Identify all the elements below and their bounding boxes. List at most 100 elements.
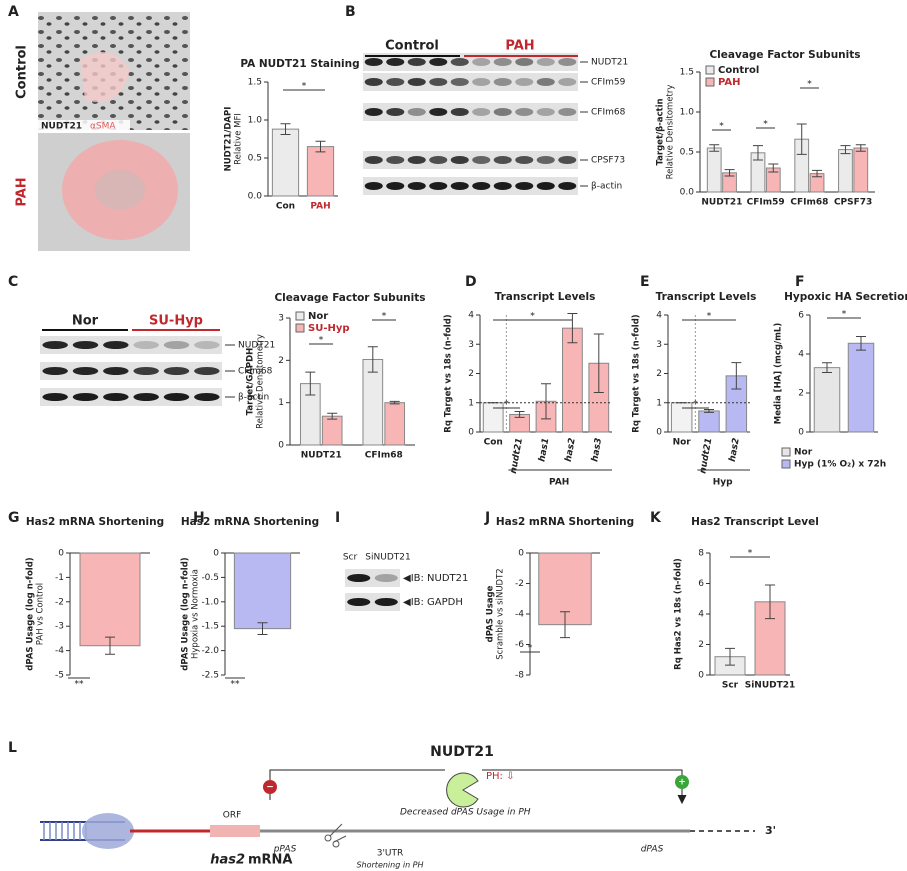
effect: Decreased dPAS Usage in PH [400, 808, 531, 818]
y-tick-label: 0 [58, 549, 64, 559]
stain-region [80, 52, 130, 102]
blot-band [72, 341, 99, 349]
blot-band [558, 58, 577, 66]
bar [706, 147, 722, 193]
blot-band [429, 108, 448, 116]
pacman [446, 772, 479, 808]
blot-strip [363, 53, 578, 71]
blot-band [515, 182, 534, 190]
blot-band [133, 367, 159, 375]
blot-band [429, 78, 448, 86]
bar [233, 552, 292, 630]
plus-icon [675, 775, 689, 789]
band-label: CPSF73 [591, 156, 625, 166]
bar [271, 128, 300, 197]
end: 3' [765, 824, 776, 837]
error-bar [724, 169, 735, 177]
blot-band [374, 598, 398, 606]
blot-band [364, 156, 383, 164]
blot-band [472, 156, 491, 164]
blot-band [364, 58, 383, 66]
x-tick-label: SiNUDT21 [745, 681, 796, 691]
sig-label: * [504, 400, 509, 410]
y-tick-label: -1 [55, 573, 64, 583]
y-axis-label: Rq Target vs 18s (n-fold) [444, 314, 454, 432]
panel-letter: G [8, 510, 20, 526]
y-axis-label: PAH vs Control [36, 583, 46, 645]
y-axis-label: Target/GAPDH [246, 348, 256, 416]
blot-band [558, 182, 577, 190]
stain-label: αSMA [90, 122, 116, 132]
blot-band [493, 78, 512, 86]
blot-band [42, 367, 68, 375]
panel-letter: F [795, 274, 805, 290]
chart-title: Has2 mRNA Shortening [181, 516, 319, 528]
bar [813, 367, 841, 433]
band-label: CFIm68 [591, 108, 626, 118]
blot-band [42, 393, 68, 401]
panel-letter: B [345, 4, 356, 20]
utr-label: 3'UTR [377, 849, 404, 859]
bar [847, 342, 875, 433]
y-tick-label: 0 [798, 428, 804, 438]
band-label: CFIm59 [591, 78, 626, 88]
y-tick-label: 3 [656, 340, 662, 350]
y-axis-label: Relative Densitometry [666, 85, 676, 180]
x-tick-label: Con [276, 202, 295, 212]
orf-box [210, 825, 260, 837]
x-tick-label: CFIm68 [790, 198, 828, 208]
gene: has2 [210, 853, 245, 868]
y-tick-label: -0.5 [201, 573, 219, 583]
legend-label: Control [718, 65, 759, 76]
blot-strip [363, 177, 578, 195]
bracket [269, 769, 683, 800]
blot-band [386, 182, 405, 190]
error-bar [305, 371, 316, 396]
blot-band [133, 393, 159, 401]
blot-band [558, 78, 577, 86]
blot-band [472, 78, 491, 86]
label-bg [38, 120, 130, 131]
dpas: dPAS [641, 845, 664, 855]
group-label: Control [385, 39, 439, 54]
band-label: β-actin [591, 182, 622, 192]
y-tick-label: 0.5 [680, 148, 694, 158]
error-bar [840, 145, 851, 155]
blot-strip [345, 569, 400, 587]
blot-band [429, 58, 448, 66]
y-tick-label: 0 [656, 428, 662, 438]
blot-strip [40, 388, 222, 406]
blot-band [515, 78, 534, 86]
y-tick-label: -4 [515, 610, 524, 620]
sig-label: * [302, 82, 307, 92]
y-tick-label: 0 [468, 428, 474, 438]
error-bar [796, 123, 807, 155]
chart-title: Cleavage Factor Subunits [709, 49, 860, 61]
blot-strip [40, 336, 222, 354]
blot-band [103, 341, 129, 349]
y-tick-label: 2 [468, 369, 474, 379]
blot-band [429, 182, 448, 190]
blot-band [536, 182, 555, 190]
y-tick-label: 1 [278, 398, 284, 408]
legend-label: SU-Hyp [308, 323, 350, 334]
legend-swatch [781, 459, 791, 469]
blot-band [515, 108, 534, 116]
blot-band [429, 156, 448, 164]
minus: − [266, 783, 274, 793]
y-tick-label: -1.5 [201, 622, 219, 632]
group-label: PAH [549, 478, 569, 488]
y-tick-label: 0.0 [248, 192, 263, 202]
legend-swatch [705, 77, 715, 87]
blot-band [386, 108, 405, 116]
x-tick-label: nudt21 [509, 437, 525, 474]
y-tick-label: 2 [278, 356, 284, 366]
blot-band [364, 108, 383, 116]
y-axis-label: dPAS Usage (log n-fold) [26, 557, 36, 670]
sig-label: * [382, 312, 387, 322]
y-axis-label: Target/β-actin [656, 98, 666, 165]
panel-letter: H [193, 510, 205, 526]
blot-band [493, 182, 512, 190]
blot-band [347, 598, 371, 606]
